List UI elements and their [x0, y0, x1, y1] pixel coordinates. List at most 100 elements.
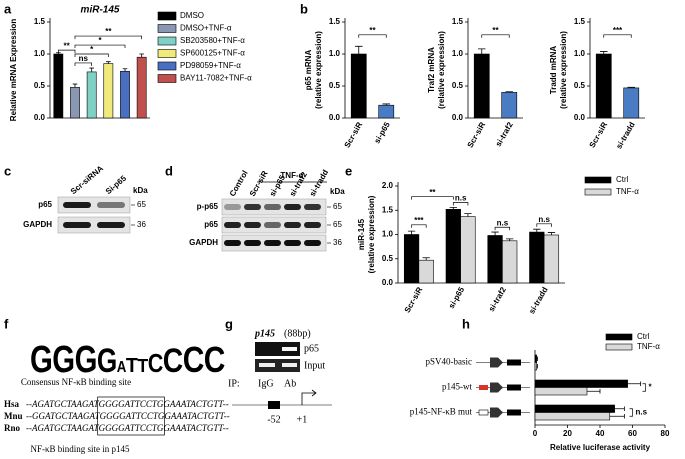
bar	[487, 235, 503, 284]
logo-letter: C	[163, 342, 183, 380]
significance-bracket	[74, 35, 143, 40]
band	[304, 222, 321, 228]
error-bar	[382, 103, 391, 106]
bar	[501, 92, 518, 119]
sequence-flank: GAAATACTGTT--	[164, 411, 229, 421]
band	[224, 222, 241, 228]
gene-box	[507, 384, 521, 391]
legend-swatch	[157, 11, 177, 21]
marker-label: 36	[137, 220, 146, 229]
legend-swatch	[157, 61, 177, 71]
blot	[57, 216, 131, 234]
panel-letter: a	[4, 1, 12, 16]
y-tick-label: 0.0	[382, 278, 394, 287]
site-caption: NF-κB binding site in p145	[30, 444, 130, 454]
lane-label: Ab	[284, 378, 296, 389]
bar	[534, 379, 628, 388]
y-axis-label: p65 mRNA	[304, 50, 313, 91]
error-bar	[407, 230, 416, 235]
y-tick-label: 1.0	[382, 230, 394, 239]
x-tick-label: si-tradd	[614, 120, 637, 150]
blot	[57, 196, 131, 214]
y-tick-label: 1.5	[574, 17, 586, 26]
bar	[534, 387, 588, 396]
bar	[543, 234, 560, 284]
band	[264, 222, 281, 228]
logo-letter: C	[148, 348, 164, 378]
band	[259, 363, 275, 367]
promoter-arrow	[490, 382, 503, 393]
y-tick-label: p145-NF-κB mut	[410, 407, 473, 417]
significance-bracket	[74, 44, 126, 49]
error-bar	[609, 414, 625, 419]
x-tick-label: 0	[533, 429, 538, 438]
marker-label: 65	[137, 200, 146, 209]
legend-swatch	[605, 333, 633, 341]
x-tick-label: si-p65	[372, 120, 392, 145]
logo-letter: C	[183, 339, 205, 380]
band	[304, 240, 321, 246]
panel-letter: b	[300, 1, 308, 16]
band	[264, 240, 281, 246]
significance-label: n.s	[497, 218, 509, 227]
species-name: Mnu	[4, 411, 23, 421]
legend-swatch	[157, 49, 177, 58]
species-name: Hsa	[4, 399, 20, 409]
tss-arrow	[301, 389, 317, 405]
significance-bracket	[629, 408, 633, 417]
significance-label: **	[369, 26, 376, 35]
y-axis-label: Relative mRNA Expression	[9, 19, 18, 122]
y-tick-label: 0.0	[329, 113, 341, 122]
error-bar	[536, 356, 538, 361]
y-tick-label: 0.0	[452, 113, 464, 122]
marker-label: 65	[333, 220, 342, 229]
mutated-site	[478, 409, 489, 416]
y-tick-label: 1.0	[329, 49, 341, 58]
position-label: +1	[297, 414, 308, 425]
y-tick-label: 0.0	[34, 113, 46, 122]
band	[224, 240, 241, 246]
bar	[534, 412, 611, 421]
significance-bracket	[74, 62, 93, 66]
y-axis-label: Traf2 mRNA	[427, 47, 436, 93]
row-label: p-p65	[197, 202, 219, 211]
significance-label: n.s	[455, 194, 467, 203]
error-bar	[614, 406, 625, 411]
logo-letter: G	[75, 339, 98, 381]
x-tick-label: si-tradd	[527, 285, 550, 315]
legend-label: Ctrl	[616, 175, 629, 184]
gene-label: p145	[254, 328, 275, 339]
bar	[53, 53, 64, 119]
significance-label: *	[90, 45, 94, 54]
bar	[534, 362, 537, 371]
significance-bracket	[452, 202, 469, 206]
legend-label: SB203580+TNF-α	[180, 36, 245, 45]
error-bar	[506, 238, 514, 241]
bar	[378, 104, 395, 119]
x-tick-label: si-traf2	[487, 285, 508, 313]
error-bar	[354, 45, 363, 54]
bar	[502, 240, 518, 284]
x-axis-label: Relative luciferase activity	[550, 443, 651, 452]
x-tick-label: 40	[596, 429, 605, 438]
y-tick-label: 0.0	[574, 113, 586, 122]
y-tick-label: 1.5	[452, 17, 464, 26]
band	[97, 202, 125, 208]
error-bar	[491, 231, 499, 236]
promoter-arrow	[490, 357, 503, 368]
band	[284, 204, 301, 210]
bar	[534, 404, 615, 413]
row-label: Input	[304, 360, 325, 371]
panel-letter: f	[4, 316, 9, 331]
bar	[529, 231, 545, 284]
significance-label: ***	[414, 216, 424, 225]
x-tick-label: si-traf2	[494, 120, 515, 148]
significance-label: n.s	[636, 408, 648, 417]
significance-bracket	[411, 224, 427, 228]
y-axis-label: Tradd mRNA	[549, 46, 558, 95]
promoter-arrow	[490, 407, 503, 418]
legend-swatch	[157, 24, 177, 33]
panel-letter: d	[165, 163, 173, 178]
significance-label: *	[98, 36, 102, 45]
y-tick-label: 2.0	[382, 181, 394, 190]
